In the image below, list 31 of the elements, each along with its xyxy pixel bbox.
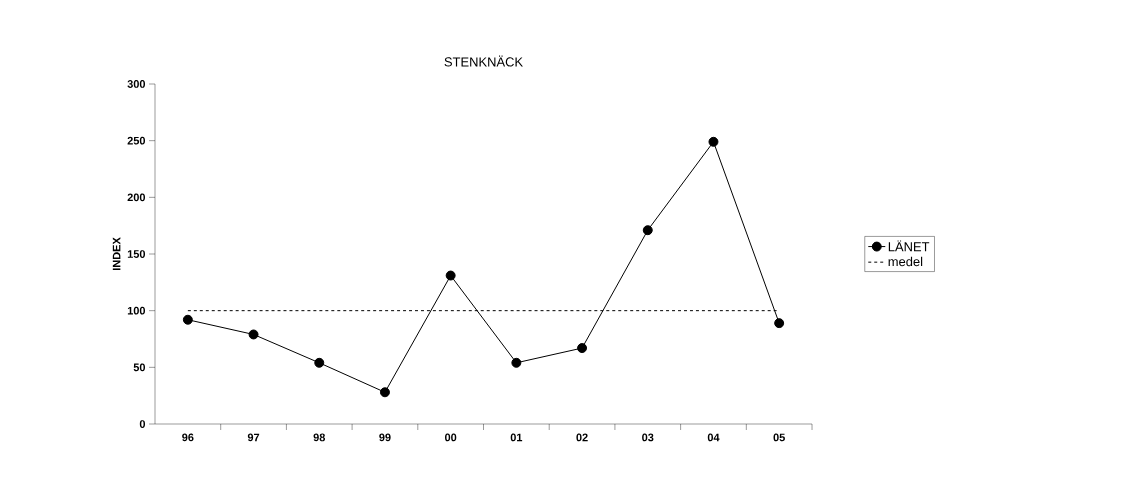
y-tick-label: 200 [127, 193, 146, 202]
point [182, 314, 193, 325]
x-tick-label: 03 [642, 433, 654, 442]
point [642, 225, 653, 236]
y-axis-title: INDEX [112, 237, 121, 271]
point [708, 136, 719, 147]
point [314, 357, 325, 368]
point [248, 329, 259, 340]
x-tick-label: 97 [247, 433, 260, 442]
y-tick-label: 0 [139, 420, 146, 428]
y-tick-label: 100 [127, 306, 146, 315]
point [379, 387, 390, 398]
y-tick-label: 250 [127, 136, 146, 145]
x-tick-label: 05 [773, 433, 785, 442]
x-tick-label: 04 [707, 433, 720, 442]
legend-label: LÄNET [888, 240, 930, 252]
x-tick-label: 02 [576, 433, 588, 442]
y-tick-label: 300 [127, 80, 146, 88]
x-tick-label: 01 [510, 433, 523, 442]
x-tick-label: 00 [445, 433, 457, 442]
x-tick-label: 96 [182, 433, 194, 442]
point [445, 270, 456, 281]
point [511, 357, 522, 368]
point [577, 343, 588, 354]
y-tick-label: 150 [127, 250, 146, 258]
y-tick-label: 50 [133, 363, 146, 372]
x-tick-label: 98 [313, 433, 325, 442]
legend-label: medel [888, 256, 923, 267]
point [774, 318, 785, 329]
x-tick-label: 99 [379, 433, 391, 442]
chart-title: STENKNÄCK [444, 55, 523, 67]
